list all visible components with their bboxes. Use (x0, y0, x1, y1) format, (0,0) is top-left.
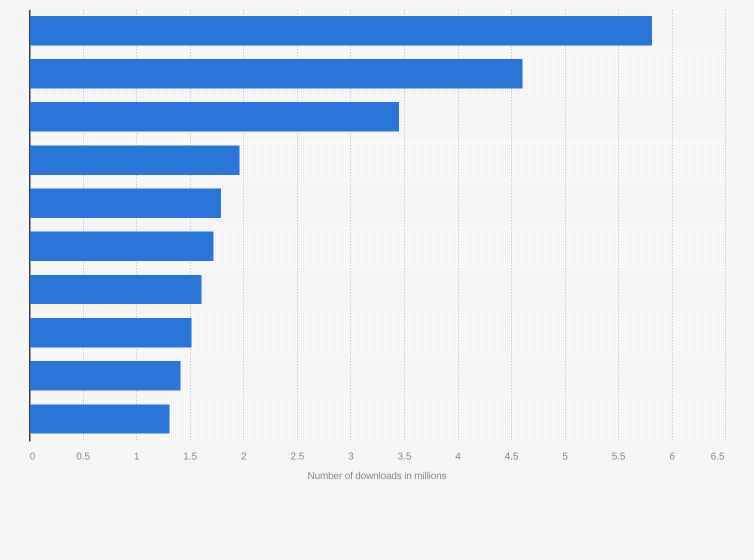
svg-text:6.5: 6.5 (711, 452, 725, 463)
svg-text:4: 4 (455, 452, 461, 463)
svg-text:6: 6 (669, 452, 675, 463)
svg-text:5.5: 5.5 (612, 452, 626, 463)
svg-text:Number of downloads in million: Number of downloads in millions (308, 471, 447, 482)
svg-text:4.5: 4.5 (505, 452, 519, 463)
svg-text:5: 5 (562, 452, 568, 463)
svg-text:2: 2 (241, 452, 247, 463)
svg-text:3: 3 (348, 452, 354, 463)
svg-text:0.5: 0.5 (76, 452, 90, 463)
svg-text:3.5: 3.5 (397, 452, 411, 463)
svg-text:1.5: 1.5 (183, 452, 197, 463)
svg-text:2.5: 2.5 (290, 452, 304, 463)
svg-text:1: 1 (134, 452, 140, 463)
svg-text:0: 0 (30, 452, 36, 463)
